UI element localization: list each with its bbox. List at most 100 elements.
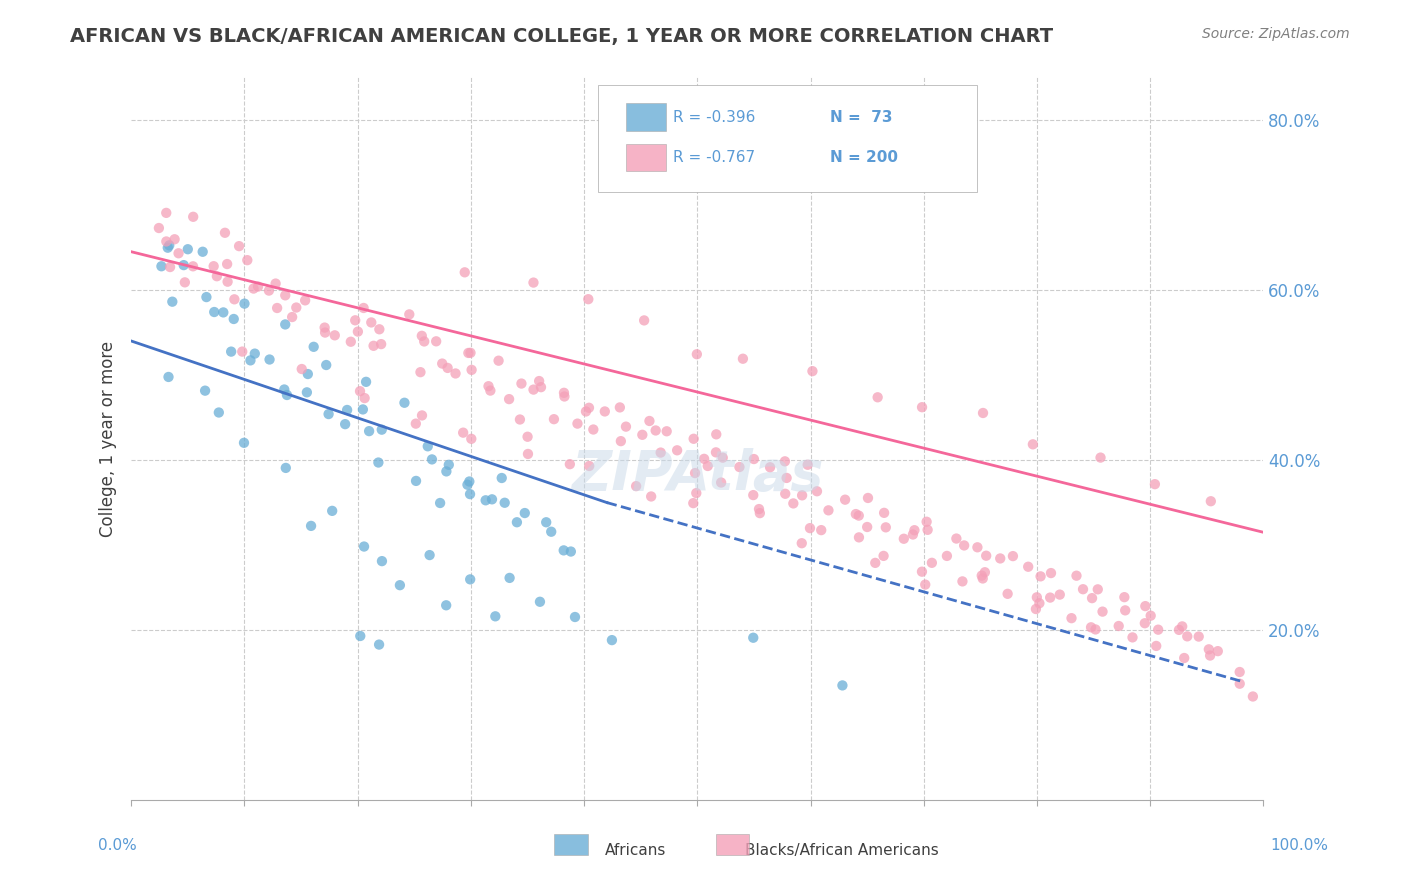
Point — [517, 447, 540, 461]
Point — [231, 344, 253, 359]
Point — [432, 357, 454, 371]
Point — [239, 353, 262, 368]
Y-axis label: College, 1 year or more: College, 1 year or more — [100, 341, 117, 537]
Point — [484, 609, 506, 624]
Point — [157, 370, 180, 384]
Point — [488, 353, 510, 368]
Point — [360, 315, 382, 329]
Point — [1114, 590, 1136, 604]
Point — [274, 288, 297, 302]
Point — [242, 282, 264, 296]
Point — [731, 351, 754, 366]
Point — [799, 521, 821, 535]
Point — [318, 407, 340, 421]
Point — [162, 294, 184, 309]
Point — [413, 334, 436, 349]
Point — [575, 404, 598, 418]
Point — [314, 320, 336, 334]
Point — [202, 305, 225, 319]
Point — [522, 383, 544, 397]
Point — [224, 293, 246, 307]
Point — [163, 232, 186, 246]
Point — [1168, 623, 1191, 637]
Point — [353, 540, 375, 554]
Point — [458, 475, 481, 489]
Point — [228, 239, 250, 253]
Point — [1080, 620, 1102, 634]
Point — [1029, 569, 1052, 583]
Point — [516, 430, 538, 444]
Point — [159, 260, 181, 274]
Point — [217, 257, 239, 271]
Point — [156, 241, 179, 255]
Point — [974, 549, 997, 563]
Point — [349, 384, 371, 399]
Text: R = -0.767: R = -0.767 — [673, 151, 755, 165]
Point — [457, 346, 479, 360]
Point — [711, 450, 734, 465]
Point — [759, 460, 782, 475]
Point — [773, 454, 796, 468]
Point — [710, 475, 733, 490]
Point — [682, 496, 704, 510]
Point — [217, 275, 239, 289]
Point — [1060, 611, 1083, 625]
Text: 100.0%: 100.0% — [1271, 838, 1329, 854]
Point — [856, 520, 879, 534]
Point — [276, 388, 298, 402]
Point — [354, 375, 377, 389]
Text: N =  73: N = 73 — [830, 111, 891, 125]
Point — [173, 258, 195, 272]
Point — [1025, 602, 1047, 616]
Point — [1241, 690, 1264, 704]
Point — [790, 488, 813, 502]
Point — [437, 458, 460, 472]
Point — [264, 277, 287, 291]
Point — [873, 506, 896, 520]
Point — [425, 334, 447, 349]
Point — [451, 425, 474, 440]
Point — [1039, 591, 1062, 605]
Point — [1022, 437, 1045, 451]
Point — [349, 629, 371, 643]
Point — [997, 587, 1019, 601]
Point — [614, 419, 637, 434]
Point — [1087, 582, 1109, 597]
Point — [1135, 599, 1157, 614]
Point — [297, 367, 319, 381]
Point — [952, 574, 974, 589]
Point — [347, 325, 370, 339]
Point — [191, 244, 214, 259]
Point — [498, 571, 520, 585]
Point — [405, 417, 427, 431]
Point — [1199, 648, 1222, 663]
Point — [782, 496, 804, 510]
Point — [460, 432, 482, 446]
Point — [638, 414, 661, 428]
Point — [914, 577, 936, 591]
Point — [610, 434, 633, 449]
Point — [458, 487, 481, 501]
Point — [458, 573, 481, 587]
Point — [1121, 631, 1143, 645]
Point — [742, 488, 765, 502]
Point — [543, 412, 565, 426]
Point — [742, 452, 765, 467]
Point — [411, 409, 433, 423]
Point — [1071, 582, 1094, 597]
Point — [640, 490, 662, 504]
Point — [1066, 568, 1088, 582]
Point — [208, 405, 231, 419]
Point — [281, 310, 304, 324]
Point — [388, 578, 411, 592]
Point — [686, 347, 709, 361]
Point — [302, 340, 325, 354]
Point — [845, 507, 868, 521]
Point — [460, 363, 482, 377]
Point — [748, 502, 770, 516]
Text: Source: ZipAtlas.com: Source: ZipAtlas.com — [1202, 27, 1350, 41]
Point — [953, 538, 976, 552]
Point — [696, 458, 718, 473]
Point — [564, 610, 586, 624]
Point — [429, 496, 451, 510]
